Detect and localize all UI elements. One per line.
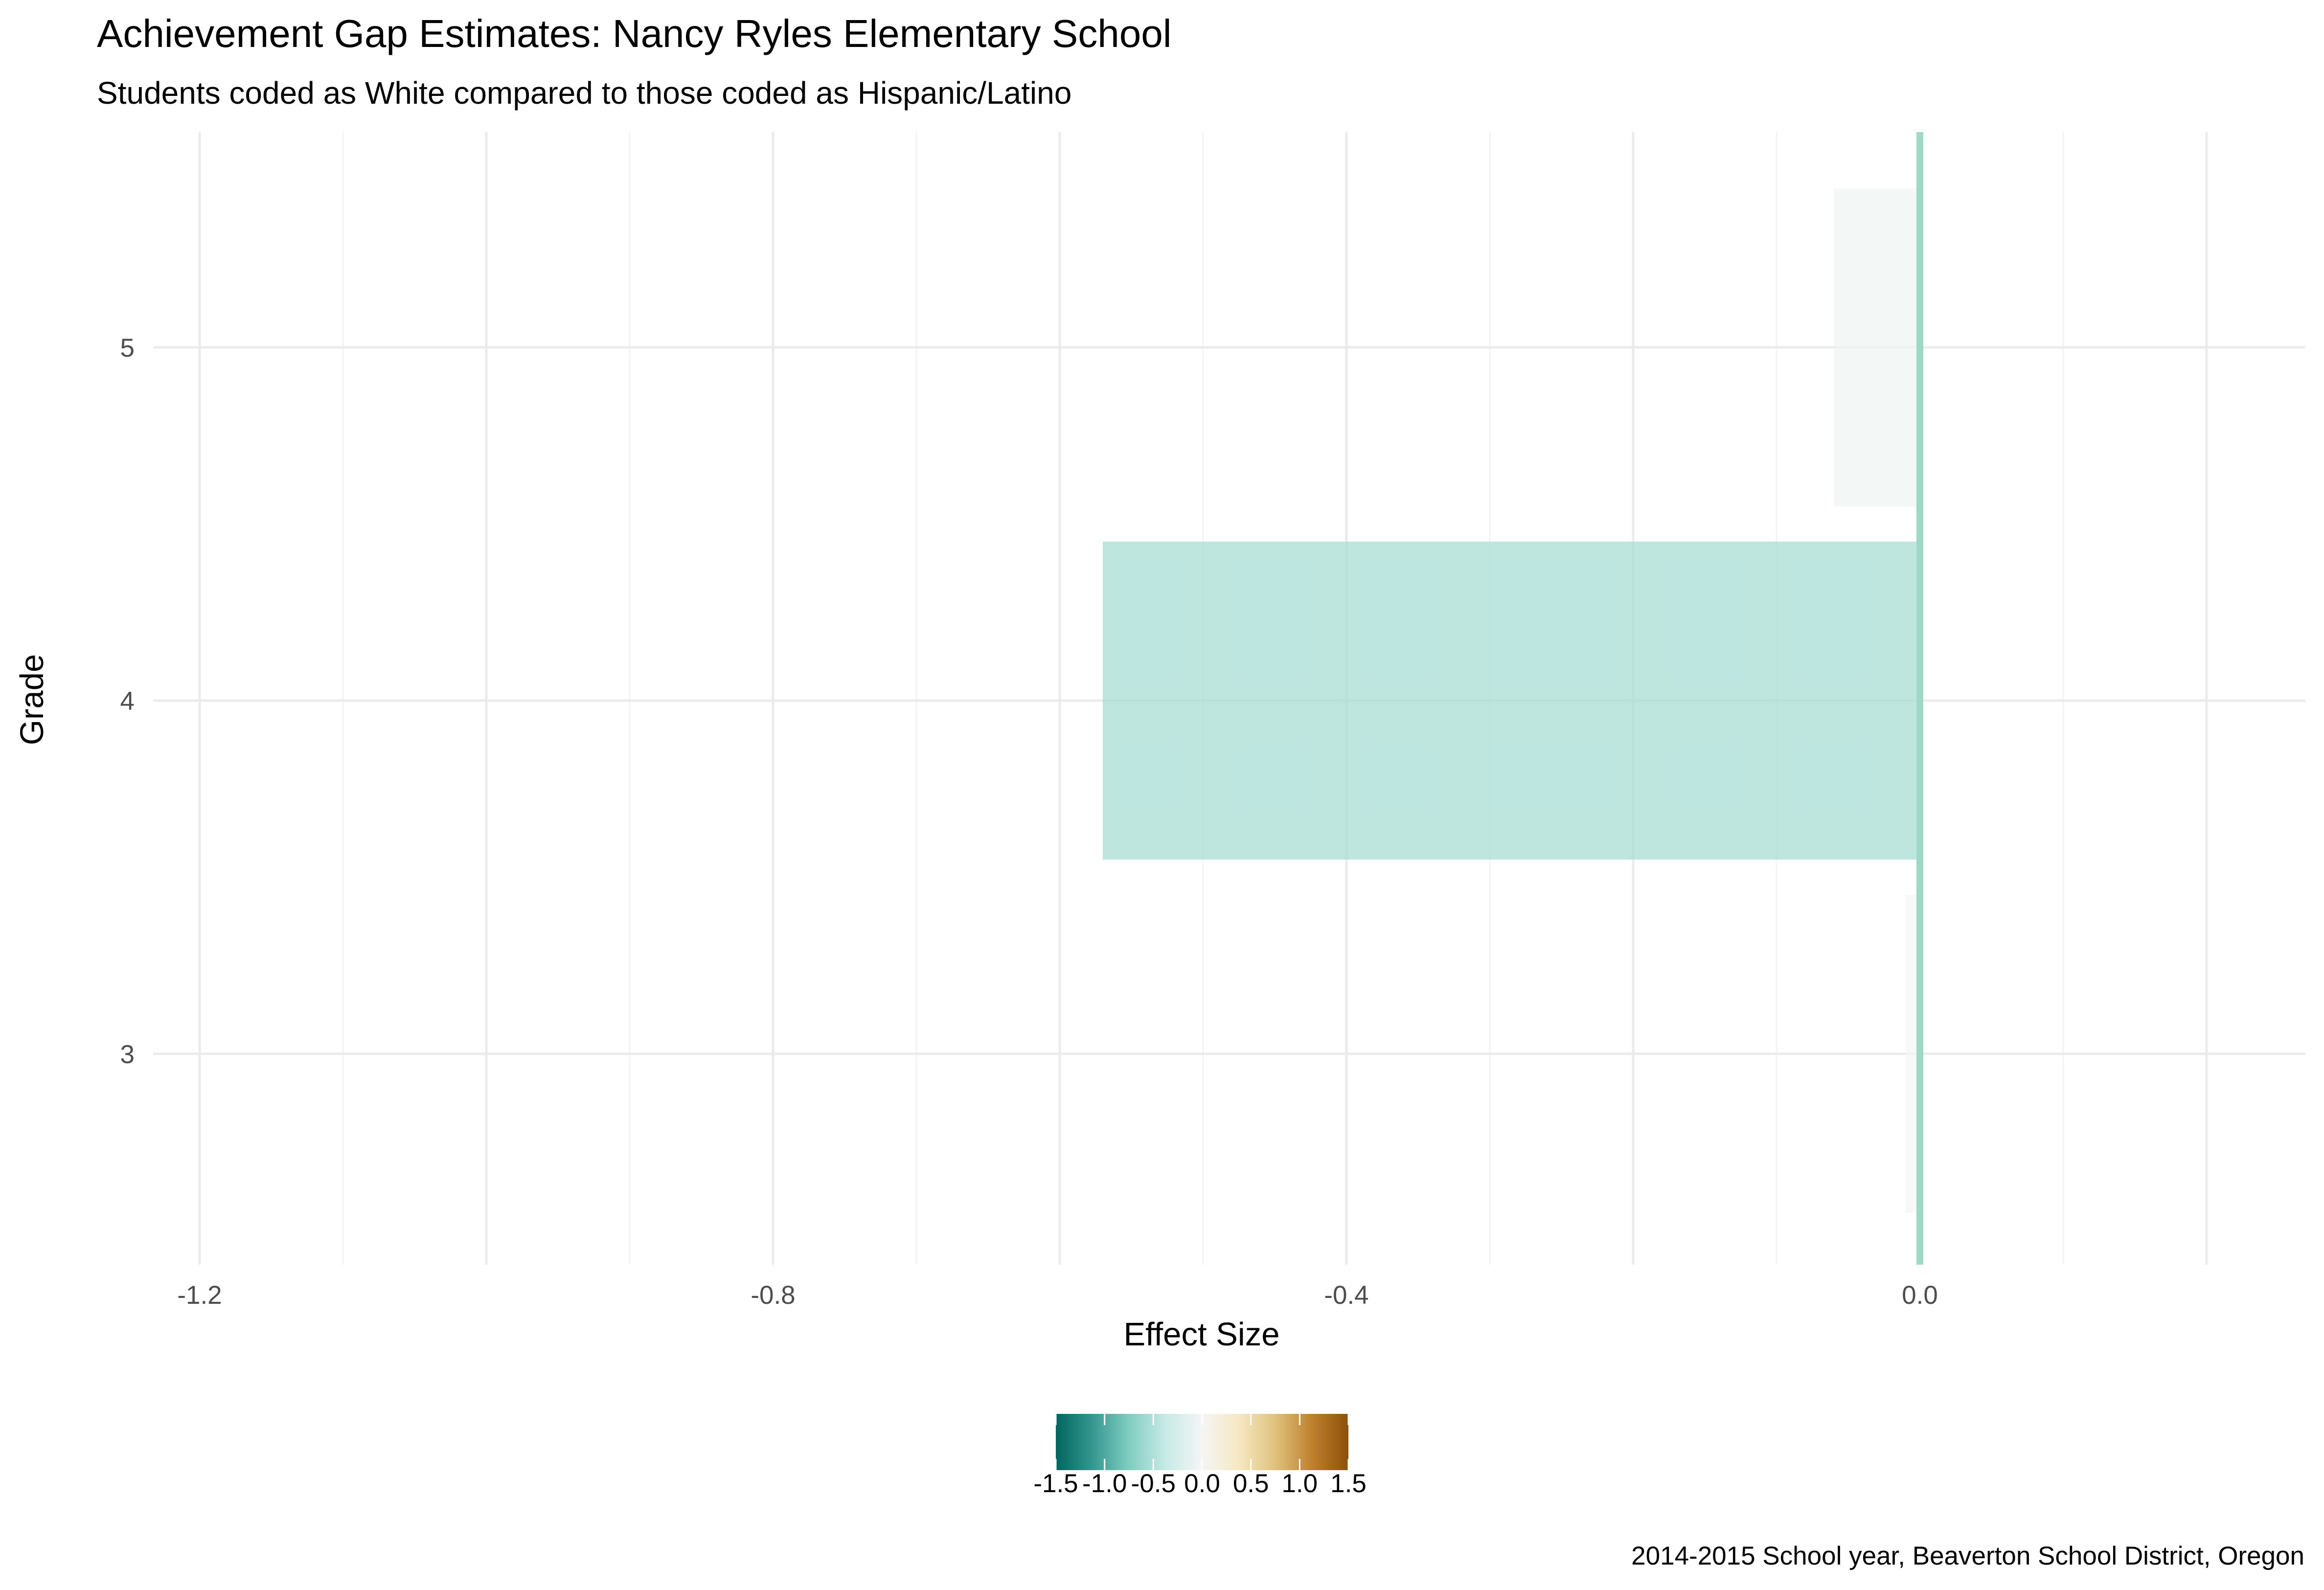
legend-tick-label: 1.5 bbox=[1330, 1469, 1367, 1498]
chart-subtitle: Students coded as White compared to thos… bbox=[97, 75, 1071, 111]
bar-grade-5 bbox=[1834, 188, 1920, 506]
x-axis-ticks: -1.2 -0.8 -0.4 0.0 bbox=[177, 1281, 1938, 1310]
y-tick-label: 4 bbox=[120, 687, 135, 716]
bars bbox=[1102, 188, 1920, 1213]
y-tick-label: 3 bbox=[120, 1040, 135, 1069]
legend-tick-label: 0.0 bbox=[1184, 1469, 1220, 1498]
legend-tick-label: 0.5 bbox=[1233, 1469, 1269, 1498]
legend-tick-label: 1.0 bbox=[1281, 1469, 1318, 1498]
legend-ticks: -1.5 -1.0 -0.5 0.0 0.5 1.0 1.5 bbox=[1033, 1414, 1367, 1498]
y-axis-title: Grade bbox=[14, 654, 50, 745]
x-tick-label: -0.4 bbox=[1324, 1281, 1368, 1310]
bar-grade-4 bbox=[1102, 542, 1920, 860]
chart-title: Achievement Gap Estimates: Nancy Ryles E… bbox=[97, 12, 1171, 55]
legend-tick-label: -1.5 bbox=[1033, 1469, 1078, 1498]
x-tick-label: -1.2 bbox=[177, 1281, 222, 1310]
x-tick-label: -0.8 bbox=[751, 1281, 795, 1310]
color-legend: -1.5 -1.0 -0.5 0.0 0.5 1.0 1.5 bbox=[1033, 1414, 1367, 1498]
x-tick-label: 0.0 bbox=[1902, 1281, 1938, 1310]
legend-tick-label: -1.0 bbox=[1082, 1469, 1127, 1498]
x-axis-title: Effect Size bbox=[1123, 1316, 1279, 1353]
legend-tick-label: -0.5 bbox=[1131, 1469, 1176, 1498]
y-tick-label: 5 bbox=[120, 334, 135, 363]
y-axis-ticks: 3 4 5 bbox=[120, 334, 135, 1069]
chart-caption: 2014-2015 School year, Beaverton School … bbox=[1631, 1542, 2304, 1570]
